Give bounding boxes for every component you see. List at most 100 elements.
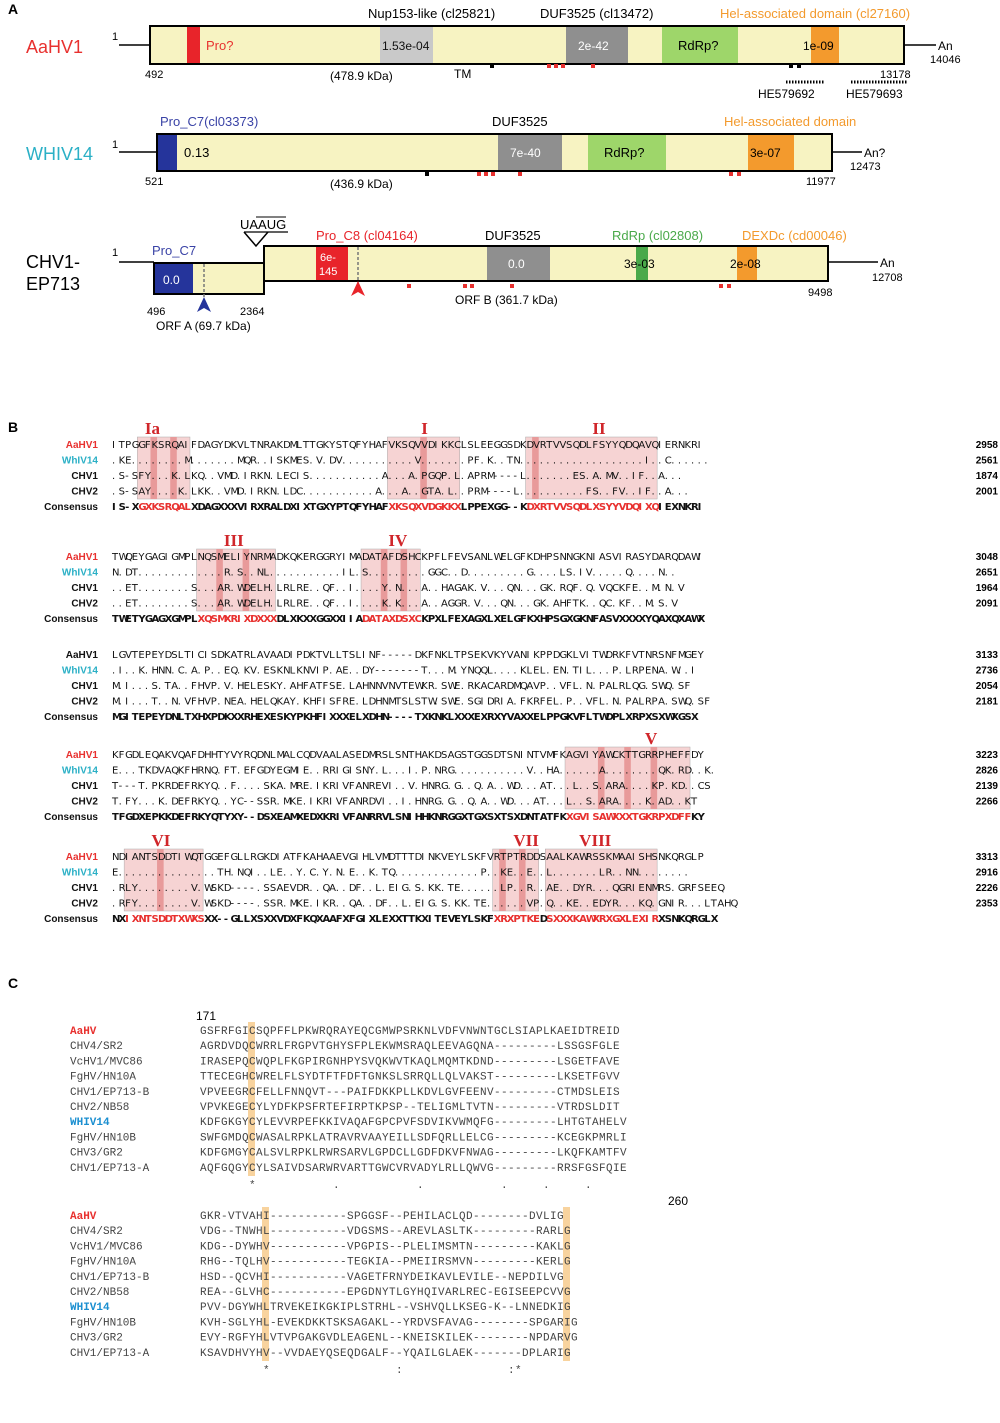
residue: .: [625, 766, 628, 777]
chv1-orf-b-cleavage-arrow: [351, 281, 365, 296]
residue: W: [256, 1056, 263, 1068]
residue: L: [389, 1302, 396, 1314]
residue: P: [474, 502, 481, 513]
residue: F: [316, 712, 323, 723]
residue: -: [473, 1333, 480, 1345]
residue: N: [466, 1257, 473, 1269]
residue: F: [214, 1117, 221, 1129]
residue: .: [151, 487, 154, 498]
residue: G: [138, 440, 146, 451]
residue: H: [224, 868, 232, 879]
residue: I: [445, 1333, 452, 1345]
residue: F: [214, 1026, 221, 1038]
aahv1-hel-evalue: 1e-09: [803, 39, 834, 53]
residue: G: [487, 1163, 494, 1175]
residue: X: [434, 614, 442, 625]
residue: D: [578, 1087, 585, 1099]
residue: L: [527, 666, 533, 677]
residue: -: [480, 1226, 487, 1238]
residue: H: [256, 1257, 263, 1269]
conserved-residue-highlight: [518, 849, 526, 911]
residue: L: [513, 487, 519, 498]
residue: .: [388, 599, 391, 610]
residue: T: [144, 852, 152, 863]
residue: H: [599, 1117, 606, 1129]
residue: I: [270, 456, 273, 467]
residue: T: [447, 883, 455, 894]
residue: .: [369, 471, 372, 482]
residue: T: [319, 1041, 326, 1053]
residue: -: [529, 1072, 536, 1084]
residue: K: [431, 1272, 438, 1284]
residue: .: [283, 681, 286, 692]
residue: .: [230, 599, 233, 610]
residue: K: [428, 883, 435, 894]
residue: E: [230, 697, 236, 708]
residue: -: [536, 1087, 543, 1099]
residue: P: [291, 1333, 298, 1345]
residue: X: [230, 502, 238, 513]
residue: -: [508, 1102, 515, 1114]
residue: X: [467, 712, 475, 723]
residue: K: [564, 1148, 571, 1160]
residue: .: [165, 568, 168, 579]
residue: K: [536, 1241, 543, 1253]
residue: R: [270, 1041, 277, 1053]
residue: W: [500, 797, 510, 808]
residue: R: [319, 1163, 326, 1175]
residue: V: [204, 697, 211, 708]
residue: .: [678, 868, 681, 879]
residue: -: [230, 899, 234, 910]
residue: G: [349, 852, 357, 863]
residue: V: [441, 852, 448, 863]
residue: -: [403, 1302, 410, 1314]
residue: P: [698, 852, 704, 863]
residue: E: [244, 766, 250, 777]
residue: .: [474, 568, 477, 579]
residue: R: [417, 1072, 424, 1084]
residue: E: [305, 1302, 312, 1314]
residue: A: [438, 1272, 445, 1284]
residue: -: [389, 1333, 396, 1345]
residue: S: [263, 797, 269, 808]
residue: Y: [131, 797, 139, 808]
residue: L: [625, 914, 632, 925]
aligned-sequence: GSFRFGICSQPFFLPKWRQRAYEQCGMWPSRKNLVDFVNW…: [200, 1026, 620, 1038]
residue: I: [323, 697, 326, 708]
residue: P: [204, 666, 210, 677]
residue: .: [606, 456, 609, 467]
residue: .: [323, 456, 326, 467]
residue: C: [368, 1026, 375, 1038]
alignment-end-position: 260: [668, 1194, 688, 1208]
residue: L: [691, 852, 697, 863]
residue: F: [592, 1072, 599, 1084]
residue: .: [237, 666, 240, 677]
residue: .: [540, 487, 543, 498]
residue: L: [487, 552, 493, 563]
residue: C: [249, 1072, 256, 1084]
residue: .: [178, 883, 181, 894]
residue: N: [171, 712, 179, 723]
residue: R: [214, 1211, 221, 1223]
residue: W: [237, 583, 247, 594]
residue: -: [550, 1148, 557, 1160]
residue: W: [256, 1041, 263, 1053]
residue: .: [230, 681, 233, 692]
residue: M: [112, 681, 121, 692]
whiv14-duf3525-domain: [498, 135, 562, 170]
residue: .: [434, 899, 437, 910]
residue: I: [557, 1348, 564, 1360]
residue: -: [312, 1211, 319, 1223]
residue: .: [691, 766, 694, 777]
residue: .: [388, 487, 391, 498]
residue: N: [652, 666, 659, 677]
residue: L: [543, 1026, 550, 1038]
residue: X: [513, 812, 521, 823]
residue: L: [557, 1056, 564, 1068]
residue: E: [480, 502, 487, 513]
residue: V: [326, 1333, 333, 1345]
residue: Y: [644, 614, 653, 625]
residue: -: [230, 883, 234, 894]
residue: Q: [323, 883, 331, 894]
sequence-name: CHV2/NB58: [70, 1102, 129, 1114]
